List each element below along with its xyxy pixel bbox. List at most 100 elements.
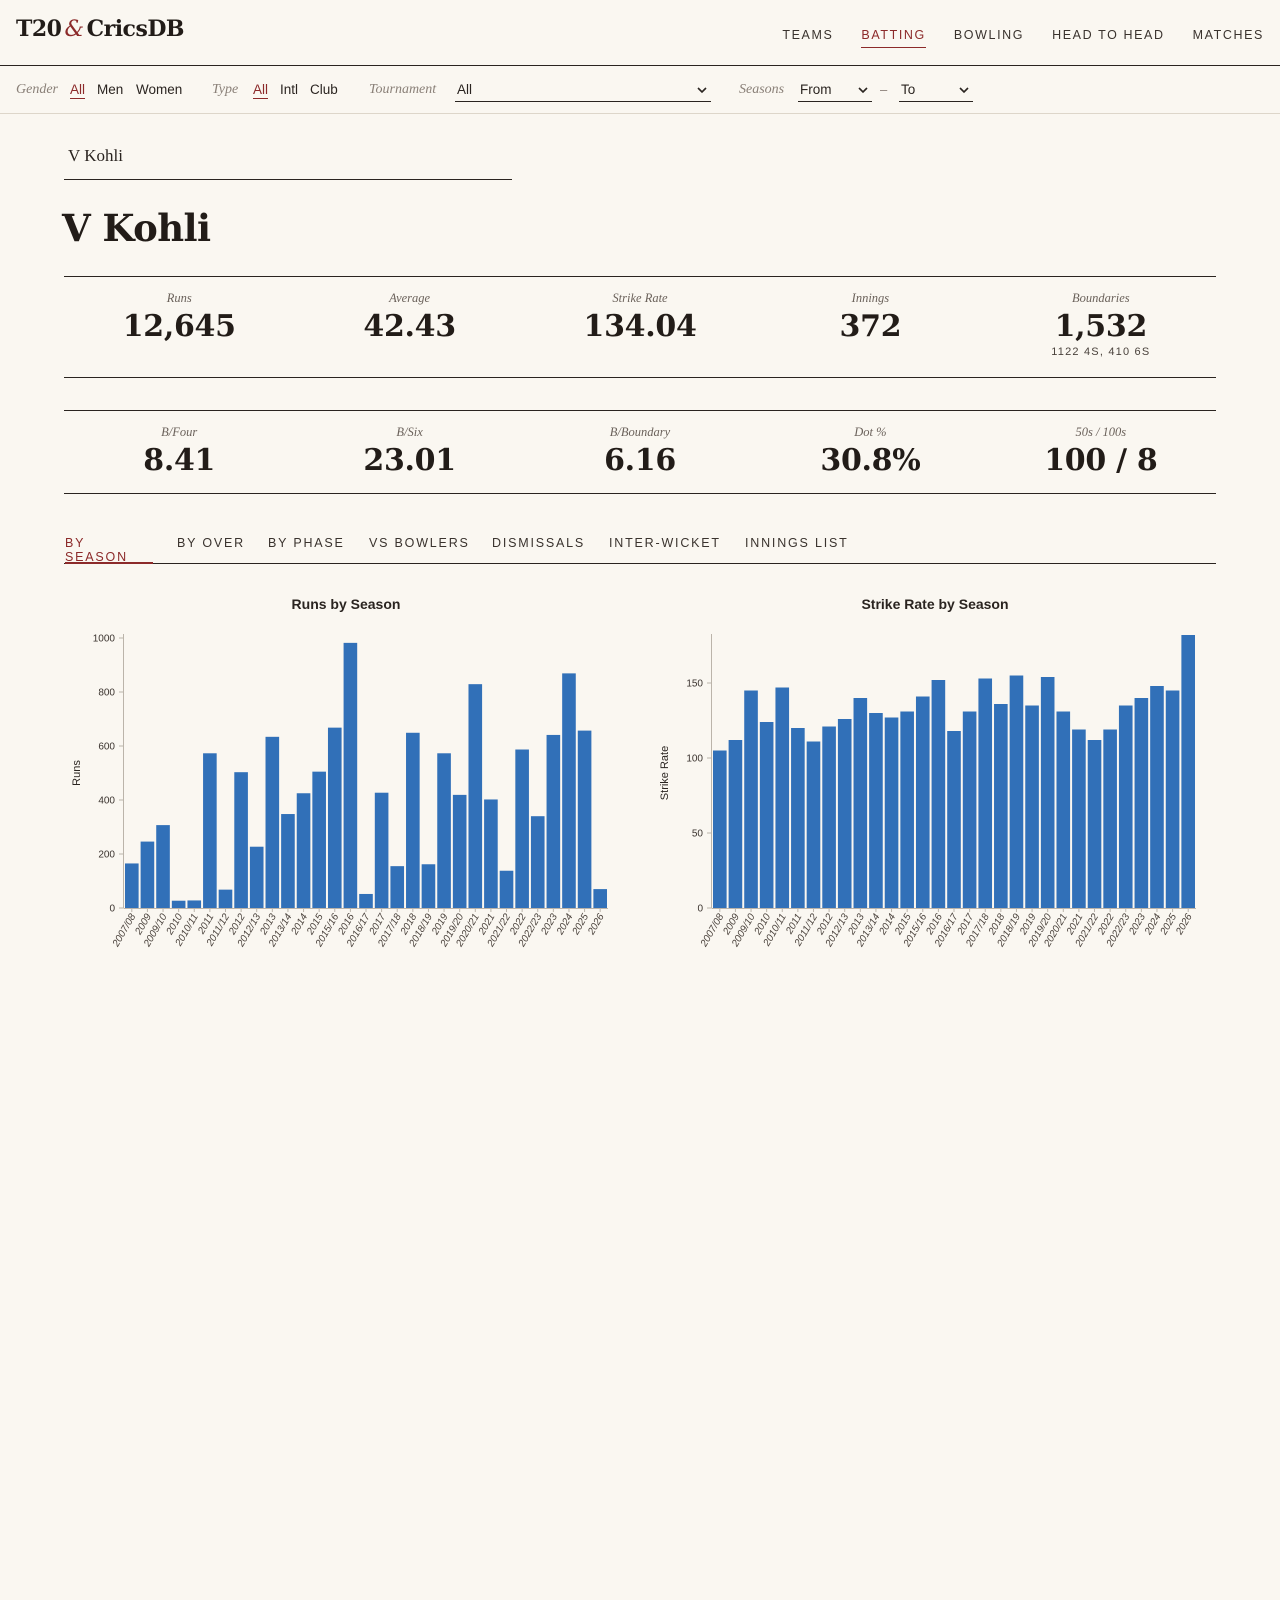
tab-innings-list[interactable]: INNINGS LIST [745, 536, 849, 550]
chart-bar[interactable] [1040, 677, 1055, 908]
chart-bar[interactable] [744, 690, 758, 909]
chart-bar[interactable] [171, 900, 186, 908]
chart-bar[interactable] [406, 732, 420, 908]
stat-innings: Innings 372 [755, 277, 985, 377]
type-option-intl[interactable]: Intl [280, 82, 299, 97]
chart-bar[interactable] [234, 772, 248, 908]
chart-bar[interactable] [156, 825, 170, 908]
chart-bar[interactable] [1165, 690, 1180, 909]
chart-bar[interactable] [775, 687, 790, 909]
nav-bowling[interactable]: BOWLING [953, 28, 1025, 42]
chart-bar[interactable] [1009, 675, 1024, 909]
chart-bar[interactable] [759, 722, 774, 908]
chart-bar[interactable] [203, 753, 217, 908]
stat-fifties-hundreds: 50s / 100s 100 / 8 [986, 411, 1216, 493]
player-search-input[interactable] [68, 146, 498, 166]
chart-bar[interactable] [1025, 705, 1039, 909]
chart-bar[interactable] [452, 794, 467, 908]
chart-bar[interactable] [515, 749, 529, 908]
chart-bar[interactable] [312, 771, 326, 908]
tab-dismissals[interactable]: DISMISSALS [492, 536, 586, 550]
type-option-club[interactable]: Club [310, 82, 338, 97]
chart-bar[interactable] [947, 731, 961, 908]
stat-balls-per-four: B/Four 8.41 [64, 411, 294, 493]
type-option-all[interactable]: All [253, 82, 269, 99]
chart-bar[interactable] [281, 814, 295, 908]
chart-bar[interactable] [1103, 729, 1117, 909]
chart-bar[interactable] [343, 642, 358, 908]
chart-bar[interactable] [265, 736, 280, 908]
tab-by-over[interactable]: BY OVER [177, 536, 245, 550]
chart-bar[interactable] [421, 864, 436, 908]
tab-by-phase[interactable]: BY PHASE [268, 536, 345, 550]
chart-bar[interactable] [884, 717, 899, 909]
gender-option-women[interactable]: Women [136, 82, 183, 97]
chart-bar[interactable] [931, 680, 946, 908]
y-tick-label: 400 [98, 796, 115, 807]
chart-bar[interactable] [1181, 635, 1195, 908]
season-to-select[interactable]: To [899, 80, 973, 102]
chart-bar[interactable] [218, 889, 233, 908]
chart-bar[interactable] [562, 673, 576, 908]
chart-bar[interactable] [593, 889, 607, 908]
chart-bar[interactable] [1134, 698, 1149, 908]
stat-value: 8.41 [143, 443, 216, 478]
chart-bar[interactable] [327, 727, 342, 908]
chart-bar[interactable] [1150, 686, 1164, 908]
stat-value: 30.8% [820, 443, 921, 478]
x-tick-label: 2025 [1158, 912, 1179, 938]
season-from-select[interactable]: From [798, 80, 872, 102]
stat-value: 100 / 8 [1044, 443, 1158, 478]
chart-bar[interactable] [1056, 711, 1071, 909]
chart-bar[interactable] [546, 734, 561, 908]
stat-label: Innings [851, 291, 890, 305]
chart-bar[interactable] [1087, 740, 1102, 908]
nav-teams[interactable]: TEAMS [782, 28, 834, 42]
chart-bar[interactable] [374, 792, 389, 908]
chart-bar[interactable] [915, 696, 930, 909]
chart-bar[interactable] [822, 726, 836, 909]
chart-bar[interactable] [713, 750, 727, 909]
chart-bar[interactable] [1118, 705, 1133, 909]
chart-bar[interactable] [484, 799, 498, 908]
chart-bar[interactable] [125, 863, 139, 908]
chart-bar[interactable] [390, 866, 405, 908]
chart-bar[interactable] [187, 900, 202, 908]
chart-bar[interactable] [577, 730, 592, 908]
chart-bar[interactable] [499, 870, 514, 908]
nav-matches[interactable]: MATCHES [1192, 28, 1264, 42]
chart-bar[interactable] [140, 841, 155, 908]
strike-rate-chart-title: Strike Rate by Season [861, 596, 1009, 612]
nav-batting[interactable]: BATTING [861, 28, 926, 48]
chart-bar[interactable] [853, 698, 868, 908]
chart-bar[interactable] [249, 846, 264, 908]
tab-vs-bowlers[interactable]: VS BOWLERS [369, 536, 470, 550]
chart-bar[interactable] [900, 711, 914, 909]
chart-bar[interactable] [728, 740, 743, 908]
chart-bar[interactable] [978, 678, 993, 909]
tab-inter-wicket[interactable]: INTER-WICKET [609, 536, 721, 550]
chart-bar[interactable] [962, 711, 977, 909]
stat-label: Dot % [854, 425, 887, 439]
tab-by-season[interactable]: BY SEASON [65, 536, 153, 564]
chart-bar[interactable] [1072, 729, 1086, 909]
chart-bar[interactable] [296, 793, 311, 908]
tournament-select[interactable]: All [455, 80, 711, 102]
chart-bar[interactable] [530, 816, 545, 908]
stat-value: 134.04 [583, 309, 697, 344]
chart-bar[interactable] [869, 713, 883, 908]
chart-bar[interactable] [359, 893, 373, 908]
runs-chart-title: Runs by Season [291, 596, 401, 612]
site-logo[interactable]: T20 & CricsDB [16, 16, 185, 42]
chart-bar[interactable] [994, 704, 1008, 908]
stat-label: Strike Rate [612, 291, 668, 305]
chart-bar[interactable] [437, 753, 451, 908]
chart-bar[interactable] [791, 728, 805, 908]
nav-head-to-head[interactable]: HEAD TO HEAD [1052, 28, 1165, 42]
gender-option-all[interactable]: All [70, 82, 86, 99]
chart-bar[interactable] [837, 719, 852, 908]
stats-row-secondary: B/Four 8.41 B/Six 23.01 B/Boundary 6.16 … [64, 410, 1216, 494]
chart-bar[interactable] [806, 741, 821, 909]
chart-bar[interactable] [468, 684, 483, 908]
gender-option-men[interactable]: Men [97, 82, 124, 97]
